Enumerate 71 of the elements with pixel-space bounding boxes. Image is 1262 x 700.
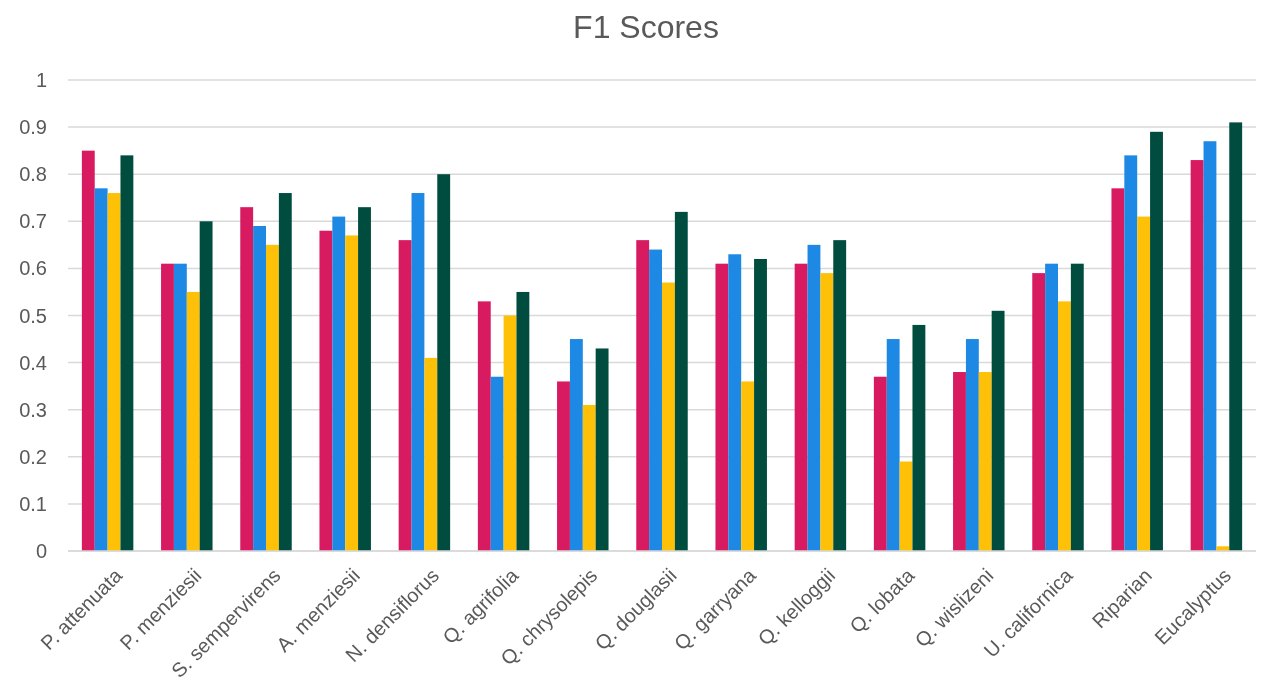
bar xyxy=(490,376,504,551)
y-tick-label: 0.3 xyxy=(19,398,47,421)
bar xyxy=(754,258,767,551)
y-tick-label: 0.9 xyxy=(19,116,47,139)
bar xyxy=(319,230,333,551)
bar xyxy=(569,339,583,551)
bar xyxy=(120,155,134,551)
bar xyxy=(674,211,688,551)
bar xyxy=(582,404,596,551)
y-tick-label: 0.4 xyxy=(19,351,47,374)
bar xyxy=(595,348,609,551)
y-tick-label: 1 xyxy=(35,69,47,91)
y-tick-label: 0 xyxy=(35,540,47,562)
bar xyxy=(649,249,662,551)
bar xyxy=(873,376,887,551)
bar xyxy=(1203,141,1217,551)
bar xyxy=(662,282,675,551)
bar xyxy=(199,221,213,551)
bar xyxy=(358,207,371,551)
bar xyxy=(278,193,292,551)
bar xyxy=(1229,122,1243,551)
bar xyxy=(411,193,425,551)
bar xyxy=(94,188,108,551)
bar xyxy=(557,381,570,551)
bar xyxy=(978,372,992,551)
bar xyxy=(240,207,254,551)
bar xyxy=(741,381,755,551)
bar xyxy=(715,263,729,551)
y-tick-label: 0.7 xyxy=(19,210,47,233)
bar xyxy=(173,263,187,551)
bar xyxy=(437,174,451,551)
y-tick-label: 0.5 xyxy=(19,304,47,327)
bar xyxy=(424,357,438,551)
bar xyxy=(820,273,834,551)
chart-title: F1 Scores xyxy=(573,9,719,45)
bar xyxy=(807,244,821,551)
bar xyxy=(912,324,926,551)
bar xyxy=(161,263,174,551)
bar xyxy=(1032,273,1046,551)
bar xyxy=(886,339,900,551)
bar xyxy=(1111,188,1125,551)
bar xyxy=(81,150,95,551)
bar xyxy=(1058,301,1071,551)
bar xyxy=(991,310,1005,551)
bar xyxy=(186,291,200,551)
y-tick-label: 0.1 xyxy=(19,492,47,515)
bar xyxy=(107,193,121,551)
bar xyxy=(332,216,346,551)
bar xyxy=(398,240,412,551)
bar xyxy=(503,315,517,551)
bar xyxy=(1045,263,1058,551)
bar xyxy=(477,301,491,551)
bar xyxy=(266,244,279,551)
bar xyxy=(1124,155,1138,551)
bar xyxy=(253,226,266,551)
bar xyxy=(794,263,808,551)
bar xyxy=(965,339,979,551)
bar xyxy=(345,235,359,551)
bar xyxy=(899,461,913,551)
bar xyxy=(1190,160,1204,551)
bar xyxy=(728,254,742,551)
bar xyxy=(1137,216,1151,551)
bar xyxy=(833,240,847,551)
bar xyxy=(636,240,650,551)
bar xyxy=(1150,131,1163,551)
bar xyxy=(516,291,530,551)
bar xyxy=(953,372,966,551)
y-tick-label: 0.6 xyxy=(19,257,47,280)
y-tick-label: 0.2 xyxy=(19,445,47,468)
bar xyxy=(1070,263,1084,551)
y-tick-label: 0.8 xyxy=(19,163,47,186)
